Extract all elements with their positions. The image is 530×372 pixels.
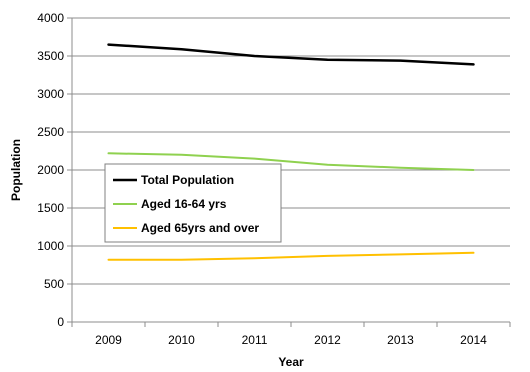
x-axis-title: Year [278,355,304,369]
x-tick-label-2012: 2012 [314,333,341,347]
series-line-aged-65yrs-and-over [107,251,475,261]
y-tick-label-4000: 4000 [37,11,64,25]
series-line-total-population [107,43,475,66]
x-tick-label-2013: 2013 [387,333,414,347]
y-tick-label-2500: 2500 [37,125,64,139]
series-lines [107,43,475,261]
y-tick-label-500: 500 [44,277,64,291]
series-line-aged-16-64-yrs [107,152,475,171]
legend: Total Population Aged 16-64 yrs Aged 65yrs… [104,163,282,243]
y-tick-label-3000: 3000 [37,87,64,101]
legend-label-aged-16-64-yrs: Aged 16-64 yrs [141,197,227,211]
y-tick-label-1500: 1500 [37,201,64,215]
y-tick-label-3500: 3500 [37,49,64,63]
x-tick-label-2009: 2009 [95,333,122,347]
x-tick-label-2014: 2014 [460,333,487,347]
x-tick-label-2010: 2010 [168,333,195,347]
y-tick-label-2000: 2000 [37,163,64,177]
legend-label-aged-65yrs-and-over: Aged 65yrs and over [141,221,259,235]
x-tick-labels: 2009 2010 2011 2012 2013 2014 [71,322,511,347]
y-tick-labels: 0 500 1000 1500 2000 2500 3000 3500 4000 [37,11,64,329]
y-axis-title: Population [9,139,23,201]
legend-items: Total Population Aged 16-64 yrs Aged 65yrs… [113,173,259,235]
y-tick-label-1000: 1000 [37,239,64,253]
y-tick-label-0: 0 [57,315,64,329]
legend-label-total-population: Total Population [141,173,234,187]
x-tick-label-2011: 2011 [242,333,268,347]
